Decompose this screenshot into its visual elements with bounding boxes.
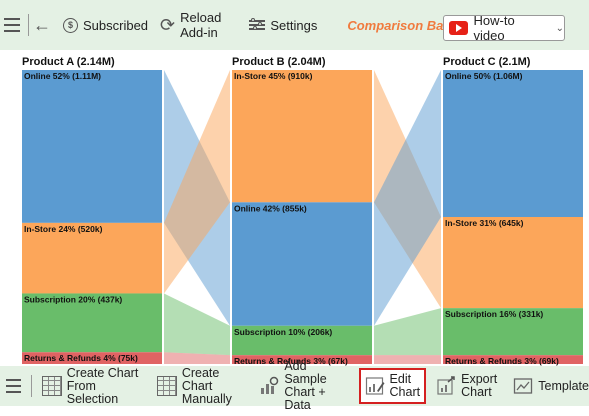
subscribed-label: Subscribed <box>83 17 149 33</box>
create-manual-label-1: Create Chart <box>181 365 220 393</box>
subscribed-button[interactable]: $ Subscribed <box>63 17 149 33</box>
create-manual-label-2: Manually <box>181 391 232 406</box>
reload-label-line2: Add-in <box>180 25 218 40</box>
segment-label-in_store-1: In-Store 45% (910k) <box>234 71 313 81</box>
ribbon-returns-1 <box>374 355 441 364</box>
flow-ribbons <box>164 70 441 364</box>
menu-icon[interactable] <box>6 379 21 393</box>
edit-chart-icon <box>365 377 385 395</box>
ribbon-in_store-0 <box>164 70 230 294</box>
reload-label-line1: Reload <box>180 10 222 25</box>
howto-video-dropdown[interactable]: How-to video ⌄ <box>443 13 565 43</box>
reload-icon: ⟳ <box>160 14 176 35</box>
bar-segment-online-1[interactable] <box>232 202 372 326</box>
template-icon <box>514 378 533 394</box>
bar-segment-in_store-1[interactable] <box>232 70 372 203</box>
add-sample-label-2: Chart + Data <box>284 385 326 412</box>
back-arrow-icon[interactable]: ← <box>33 14 51 35</box>
chevron-down-icon: ⌄ <box>555 22 564 34</box>
export-chart-button[interactable]: Export Chart <box>436 369 497 403</box>
segment-label-in_store-2: In-Store 31% (645k) <box>445 218 524 228</box>
segment-label-subscription-0: Subscription 20% (437k) <box>24 294 122 304</box>
export-chart-icon <box>437 376 455 395</box>
segment-label-returns-2: Returns & Refunds 3% (69k) <box>445 356 559 366</box>
bar-segment-subscription-0[interactable] <box>22 293 162 353</box>
toolbar-divider <box>28 14 29 36</box>
edit-label-2: Chart <box>389 385 421 399</box>
sample-chart-icon <box>261 376 279 394</box>
dollar-circle-icon: $ <box>63 17 78 33</box>
ribbon-subscription-0 <box>164 293 230 356</box>
settings-button[interactable]: Settings <box>249 18 317 33</box>
category-label-2: Product C (2.1M) <box>443 56 531 68</box>
youtube-icon <box>449 21 468 35</box>
bar-segment-in_store-2[interactable] <box>443 217 583 309</box>
create-selection-label-2: From Selection <box>66 378 119 406</box>
top-toolbar: ← $ Subscribed ⟳ Reload Add-in Settings … <box>0 0 589 50</box>
stacked-bars <box>22 70 583 364</box>
create-chart-manually-button[interactable]: Create Chart Manually <box>156 365 247 406</box>
howto-video-label: How-to video <box>473 13 515 43</box>
edit-chart-button[interactable]: Edit Chart <box>358 368 427 404</box>
segment-label-returns-0: Returns & Refunds 4% (75k) <box>24 353 138 363</box>
table-grid-icon <box>41 376 62 396</box>
export-label-2: Chart <box>461 385 492 399</box>
segment-label-online-0: Online 52% (1.11M) <box>24 71 101 81</box>
reload-addin-button[interactable]: ⟳ Reload Add-in <box>160 10 221 40</box>
chart-labels: Online 52% (1.11M) In-Store 24% (520k) Sub… <box>22 56 559 366</box>
add-sample-label-1: Add Sample <box>284 359 327 386</box>
segment-label-returns-1: Returns & Refunds 3% (67k) <box>234 356 348 366</box>
ribbon-subscription-1 <box>374 308 441 356</box>
table-edit-icon <box>156 376 177 396</box>
segment-label-online-2: Online 50% (1.06M) <box>445 71 523 81</box>
menu-icon[interactable] <box>4 18 20 32</box>
bar-segment-online-0[interactable] <box>22 70 162 223</box>
bar-segment-subscription-2[interactable] <box>443 308 583 356</box>
settings-label: Settings <box>270 17 318 33</box>
ribbon-online-1 <box>374 70 441 326</box>
settings-sliders-icon <box>249 18 266 32</box>
template-label: Template <box>538 378 589 393</box>
bar-segment-returns-1[interactable] <box>232 355 372 364</box>
segment-label-online-1: Online 42% (855k) <box>234 203 307 213</box>
segment-label-subscription-2: Subscription 16% (331k) <box>445 309 543 319</box>
bottom-toolbar: Create Chart From Selection Create Chart… <box>0 360 589 412</box>
comparison-bar-chart[interactable]: Online 52% (1.11M) In-Store 24% (520k) Sub… <box>0 50 589 366</box>
bar-segment-in_store-0[interactable] <box>22 222 162 294</box>
export-label-1: Export <box>461 372 498 386</box>
ribbon-returns-0 <box>164 352 230 364</box>
bar-segment-subscription-1[interactable] <box>232 325 372 356</box>
toolbar-divider <box>30 375 32 397</box>
edit-label-1: Edit <box>389 372 412 386</box>
create-selection-label-1: Create Chart <box>66 365 139 380</box>
bar-segment-returns-2[interactable] <box>443 355 583 364</box>
bar-segment-returns-0[interactable] <box>22 352 162 364</box>
create-chart-from-selection-button[interactable]: Create Chart From Selection <box>41 365 143 406</box>
segment-label-subscription-1: Subscription 10% (206k) <box>234 327 332 337</box>
category-label-1: Product B (2.04M) <box>232 56 326 68</box>
add-sample-chart-button[interactable]: Add Sample Chart + Data <box>259 360 348 412</box>
category-label-0: Product A (2.14M) <box>22 56 115 68</box>
bar-segment-online-2[interactable] <box>443 70 583 217</box>
add-in-title: Comparison Bar ... <box>347 17 463 33</box>
template-button[interactable]: Template <box>513 369 589 403</box>
segment-label-in_store-0: In-Store 24% (520k) <box>24 224 103 234</box>
